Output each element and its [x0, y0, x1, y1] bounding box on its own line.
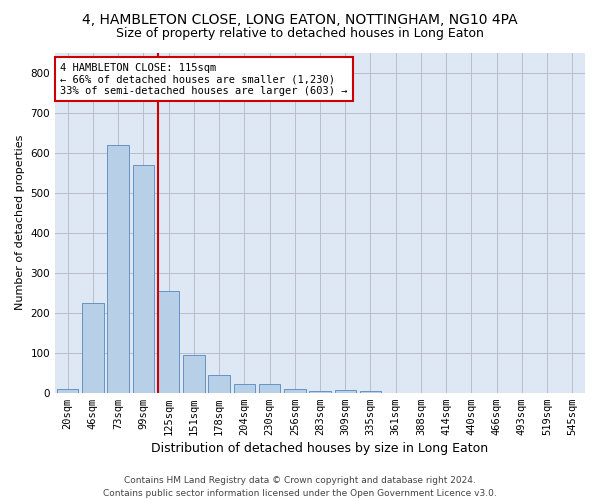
Bar: [82, 302, 104, 392]
Bar: [360, 390, 381, 392]
X-axis label: Distribution of detached houses by size in Long Eaton: Distribution of detached houses by size …: [151, 442, 488, 455]
Bar: [233, 384, 255, 392]
Bar: [284, 388, 305, 392]
Bar: [158, 292, 179, 392]
Bar: [57, 388, 79, 392]
Bar: [133, 166, 154, 392]
Bar: [107, 146, 129, 392]
Bar: [208, 375, 230, 392]
Text: Contains HM Land Registry data © Crown copyright and database right 2024.
Contai: Contains HM Land Registry data © Crown c…: [103, 476, 497, 498]
Text: 4, HAMBLETON CLOSE, LONG EATON, NOTTINGHAM, NG10 4PA: 4, HAMBLETON CLOSE, LONG EATON, NOTTINGH…: [82, 12, 518, 26]
Bar: [259, 384, 280, 392]
Text: 4 HAMBLETON CLOSE: 115sqm
← 66% of detached houses are smaller (1,230)
33% of se: 4 HAMBLETON CLOSE: 115sqm ← 66% of detac…: [61, 62, 348, 96]
Bar: [335, 390, 356, 392]
Y-axis label: Number of detached properties: Number of detached properties: [15, 135, 25, 310]
Bar: [309, 390, 331, 392]
Text: Size of property relative to detached houses in Long Eaton: Size of property relative to detached ho…: [116, 28, 484, 40]
Bar: [183, 354, 205, 393]
